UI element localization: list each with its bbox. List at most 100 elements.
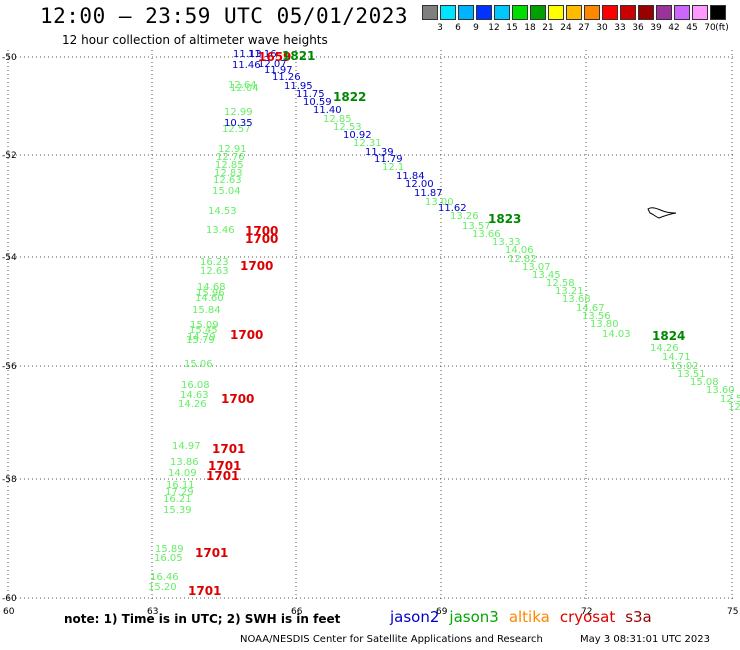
pass-time-label: 1701 xyxy=(206,469,239,483)
swh-value: 16.23 xyxy=(200,257,229,268)
scale-unit: (ft) xyxy=(715,23,729,33)
scale-swatch xyxy=(476,5,492,20)
swh-value: 14.68 xyxy=(197,282,226,293)
swh-value: 12.04 xyxy=(230,83,259,94)
lat-label: -58 xyxy=(2,475,17,485)
swh-value: 13.60 xyxy=(706,385,735,396)
swh-value: 15.02 xyxy=(670,361,699,372)
swh-value: 11.16 xyxy=(248,49,277,60)
scale-swatch xyxy=(674,5,690,20)
scale-label: 27 xyxy=(578,23,590,33)
swh-value: 13.66 xyxy=(472,229,501,240)
swh-value: 12.85 xyxy=(215,160,244,171)
lon-label: 69 xyxy=(436,607,448,617)
swh-value: 14.26 xyxy=(178,399,207,410)
generated-time: May 3 08:31:01 UTC 2023 xyxy=(580,634,710,645)
lat-label: -54 xyxy=(2,253,17,263)
scale-label: 30 xyxy=(596,23,608,33)
scale-swatch xyxy=(602,5,618,20)
scale-label: 21 xyxy=(542,23,554,33)
swh-value: 12.63 xyxy=(200,266,229,277)
mission-cryosat: cryosat xyxy=(559,608,616,626)
island-outline xyxy=(647,207,677,219)
scale-label: 70 xyxy=(704,23,716,33)
swh-value: 15.79 xyxy=(186,335,215,346)
swh-value: 12.82 xyxy=(508,254,537,265)
swh-value: 14.79 xyxy=(187,332,216,343)
swh-value: 13.07 xyxy=(522,262,551,273)
swh-value: 14.63 xyxy=(180,390,209,401)
mission-altika: altika xyxy=(508,608,550,626)
axis-labels: -50 -52 -54 -56 -58 -60 60 63 66 69 72 75 xyxy=(2,53,738,617)
swh-value: 15.09 xyxy=(190,320,219,331)
lon-label: 72 xyxy=(581,607,592,617)
swh-value: 12.64 xyxy=(228,80,257,91)
pass-time-label: 1700 xyxy=(221,392,254,406)
swh-value: 15.04 xyxy=(212,186,241,197)
lon-label: 63 xyxy=(147,607,158,617)
scale-label: 18 xyxy=(524,23,536,33)
scale-swatch xyxy=(692,5,708,20)
altimeter-tracks: 12.6412.0412.9912.5712.9112.7612.8512.83… xyxy=(148,49,740,593)
scale-label: 45 xyxy=(686,23,698,33)
lat-label: -52 xyxy=(2,151,17,161)
swh-value: 14.97 xyxy=(172,441,201,452)
credit-text: NOAA/NESDIS Center for Satellite Applica… xyxy=(240,634,543,645)
swh-value: 11.62 xyxy=(438,203,467,214)
swh-value: 10.35 xyxy=(224,118,253,129)
pass-time-label: 1701 xyxy=(195,546,228,560)
scale-swatch xyxy=(494,5,510,20)
lat-label: -60 xyxy=(2,594,17,604)
pass-time-label: 1700 xyxy=(230,328,263,342)
swh-value: 15.45 xyxy=(189,325,218,336)
swh-value: 15.89 xyxy=(155,544,184,555)
scale-label: 12 xyxy=(488,23,500,33)
pass-time-label: 1700 xyxy=(240,259,273,273)
swh-value: 15.39 xyxy=(163,505,192,516)
swh-value: 15.96 xyxy=(196,288,225,299)
pass-time-label: 1701 xyxy=(188,584,221,598)
scale-swatch xyxy=(422,5,438,20)
swh-value: 11.75 xyxy=(296,89,325,100)
lon-label: 66 xyxy=(291,607,303,617)
swh-value: 11.87 xyxy=(414,188,443,199)
lon-label: 60 xyxy=(3,607,15,617)
swh-value: 13.00 xyxy=(425,197,454,208)
swh-value: 12.31 xyxy=(353,138,382,149)
mission-jason2: jason2 xyxy=(390,608,440,626)
swh-value: 12.50 xyxy=(720,394,740,405)
scale-swatch xyxy=(584,5,600,20)
swh-value: 10.92 xyxy=(343,130,372,141)
swh-value: 12.85 xyxy=(323,114,352,125)
mission-s3a: s3a xyxy=(625,608,652,626)
swh-value: 12.00 xyxy=(405,179,434,190)
swh-value: 11.39 xyxy=(365,147,394,158)
pass-time-label: 1659 xyxy=(258,50,291,64)
swh-value: 16.46 xyxy=(150,572,179,583)
swh-value: 14.60 xyxy=(195,293,224,304)
scale-label: 42 xyxy=(668,23,680,33)
time-labels: 1659182118221823182417001700170017001700… xyxy=(188,49,685,598)
pass-time-label: 1821 xyxy=(282,49,315,63)
pass-time-label: 1700 xyxy=(245,224,278,238)
swh-value: 14.67 xyxy=(576,303,605,314)
swh-value: 14.71 xyxy=(662,352,691,363)
swh-value: 11.13 xyxy=(233,49,262,60)
swh-value: 15.06 xyxy=(184,359,213,370)
swh-value: 12.58 xyxy=(546,278,575,289)
swh-value: 13.80 xyxy=(590,319,619,330)
swh-value: 13.56 xyxy=(582,311,611,322)
pass-time-label: 1824 xyxy=(652,329,685,343)
scale-label: 15 xyxy=(506,23,518,33)
swh-value: 17.29 xyxy=(165,487,194,498)
swh-value: 11.26 xyxy=(272,72,301,83)
scale-swatch xyxy=(656,5,672,20)
swh-value: 15.20 xyxy=(148,582,177,593)
swh-value: 12.99 xyxy=(224,107,253,118)
swh-value: 12.07 xyxy=(258,59,287,70)
lat-label: -50 xyxy=(2,53,17,63)
swh-value: 13.46 xyxy=(206,225,235,236)
swh-value: 13.33 xyxy=(492,237,521,248)
swh-value: 10.59 xyxy=(303,97,332,108)
